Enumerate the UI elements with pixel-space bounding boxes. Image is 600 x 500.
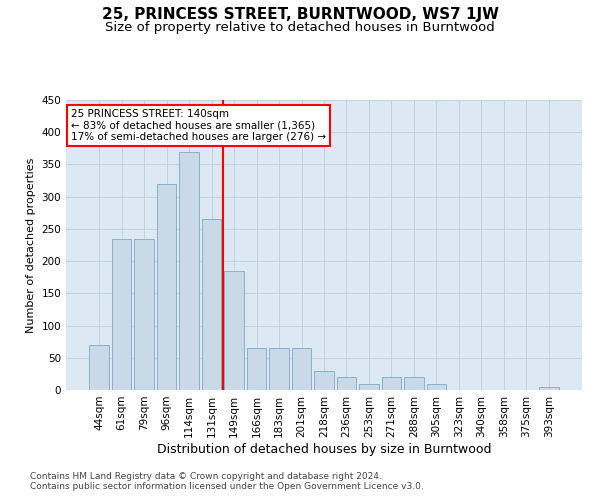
Bar (539, 387, 559, 390)
Bar (337, 377, 356, 390)
Bar (134, 238, 154, 390)
Bar (157, 184, 176, 390)
Bar (247, 348, 266, 390)
Bar (292, 348, 311, 390)
Text: 25, PRINCESS STREET, BURNTWOOD, WS7 1JW: 25, PRINCESS STREET, BURNTWOOD, WS7 1JW (101, 8, 499, 22)
Bar (89, 345, 109, 390)
Bar (382, 377, 401, 390)
Bar (224, 271, 244, 390)
Bar (202, 219, 221, 390)
Bar (359, 384, 379, 390)
Text: Contains public sector information licensed under the Open Government Licence v3: Contains public sector information licen… (30, 482, 424, 491)
Bar (269, 348, 289, 390)
Bar (404, 377, 424, 390)
Text: Contains HM Land Registry data © Crown copyright and database right 2024.: Contains HM Land Registry data © Crown c… (30, 472, 382, 481)
Text: Distribution of detached houses by size in Burntwood: Distribution of detached houses by size … (157, 442, 491, 456)
Bar (179, 152, 199, 390)
Text: Size of property relative to detached houses in Burntwood: Size of property relative to detached ho… (105, 21, 495, 34)
Text: 25 PRINCESS STREET: 140sqm
← 83% of detached houses are smaller (1,365)
17% of s: 25 PRINCESS STREET: 140sqm ← 83% of deta… (71, 108, 326, 142)
Bar (427, 384, 446, 390)
Bar (112, 238, 131, 390)
Bar (314, 370, 334, 390)
Y-axis label: Number of detached properties: Number of detached properties (26, 158, 36, 332)
